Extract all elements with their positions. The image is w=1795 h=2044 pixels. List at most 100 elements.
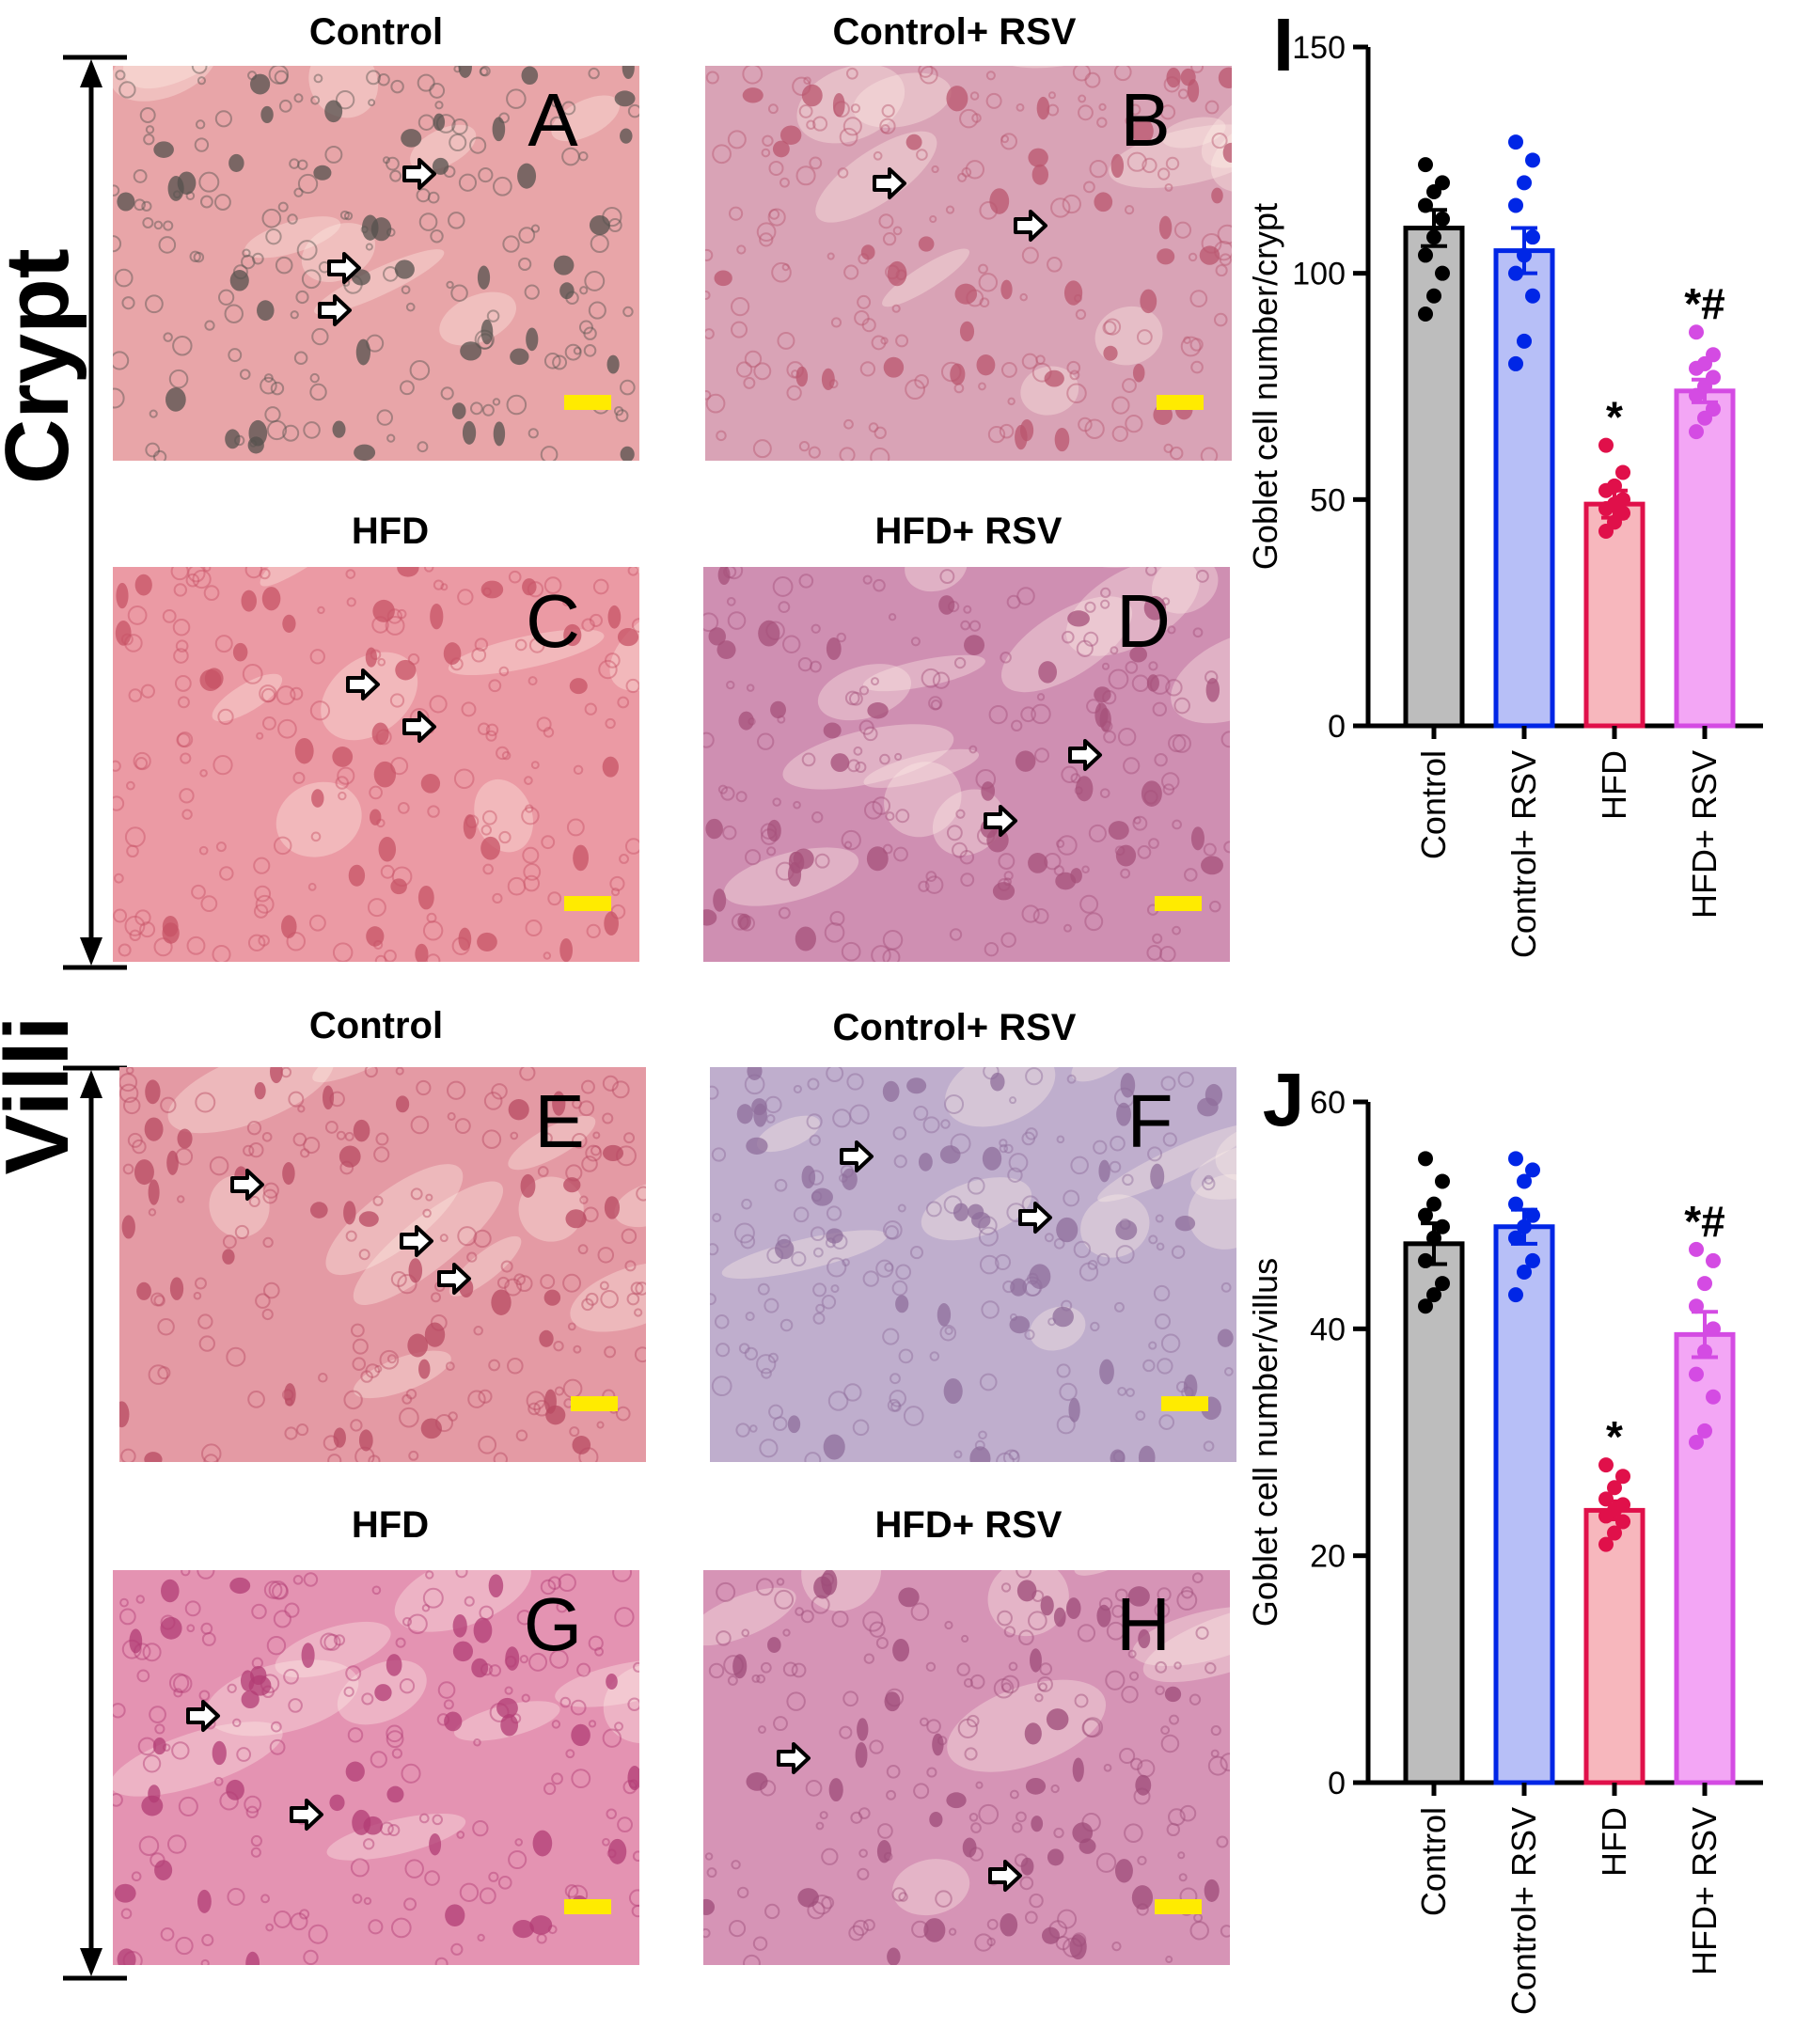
goblet-cell-arrow-icon xyxy=(400,1225,433,1257)
goblet-cell-arrow-icon xyxy=(402,711,436,743)
data-point xyxy=(1706,401,1721,417)
scale-bar xyxy=(571,1396,618,1411)
micrograph-h: H xyxy=(703,1570,1230,1965)
x-tick-label: HFD+ RSV xyxy=(1685,1807,1724,1975)
goblet-cell-arrow-icon xyxy=(437,1263,471,1295)
data-point xyxy=(1706,369,1721,385)
data-point xyxy=(1598,1536,1614,1552)
chart-letter-i: I xyxy=(1273,3,1294,86)
data-point xyxy=(1418,1252,1433,1268)
data-point xyxy=(1426,1230,1441,1246)
panel-letter-d: D xyxy=(1116,579,1171,663)
goblet-cell-arrow-icon xyxy=(318,294,352,326)
bar-control xyxy=(1403,1241,1465,1785)
scale-bar xyxy=(1155,1899,1202,1914)
data-point xyxy=(1508,1230,1523,1246)
significance-marker: *# xyxy=(1684,1197,1724,1246)
panel-e-title: Control xyxy=(308,1005,444,1046)
data-point xyxy=(1689,324,1704,340)
data-point xyxy=(1706,1321,1721,1337)
data-point xyxy=(1517,1265,1532,1280)
panel-letter-g: G xyxy=(524,1582,582,1666)
data-point xyxy=(1426,229,1441,245)
data-point xyxy=(1435,265,1450,281)
micrograph-d: D xyxy=(703,567,1230,962)
panel-a-title: Control xyxy=(308,11,444,53)
data-point xyxy=(1598,1457,1614,1473)
panel-letter-a: A xyxy=(527,78,578,162)
goblet-cell-arrow-icon xyxy=(840,1140,874,1172)
data-point xyxy=(1426,1287,1441,1303)
data-point xyxy=(1525,229,1540,245)
data-point xyxy=(1615,1469,1630,1485)
bar-hfd-rsv xyxy=(1674,1331,1736,1785)
micrograph-f: F xyxy=(710,1067,1236,1462)
panel-f-title: Control+ RSV xyxy=(832,1007,1077,1048)
significance-marker: * xyxy=(1606,1412,1623,1461)
data-point xyxy=(1706,347,1721,363)
scale-bar xyxy=(564,896,611,911)
data-point xyxy=(1697,1344,1712,1360)
data-point xyxy=(1435,1219,1450,1234)
panel-g-title: HFD xyxy=(351,1504,430,1546)
y-tick-label: 100 xyxy=(1292,257,1346,292)
data-point xyxy=(1435,175,1450,191)
crypt-range-arrow xyxy=(63,55,127,970)
x-tick-label: Control xyxy=(1414,750,1453,859)
data-point xyxy=(1697,1423,1712,1439)
data-point xyxy=(1689,424,1704,440)
data-point xyxy=(1598,437,1614,453)
bar-control-rsv xyxy=(1493,248,1555,729)
data-point xyxy=(1525,1207,1540,1223)
bar-hfd-rsv xyxy=(1674,388,1736,729)
chart-i: I 0 50 100 150 Goblet cell number/crypt Contro… xyxy=(1246,3,1763,958)
data-point xyxy=(1426,288,1441,304)
x-tick-label: HFD+ RSV xyxy=(1685,750,1724,919)
data-point xyxy=(1418,1151,1433,1167)
goblet-cell-arrow-icon xyxy=(402,158,436,190)
data-point xyxy=(1689,1435,1704,1450)
data-point xyxy=(1689,1241,1704,1257)
panel-h-title: HFD+ RSV xyxy=(874,1504,1063,1546)
bar-hfd xyxy=(1583,1507,1645,1785)
micrograph-e: E xyxy=(119,1067,646,1462)
panel-letter-b: B xyxy=(1120,78,1170,162)
data-point xyxy=(1525,288,1540,304)
villi-range-arrow xyxy=(63,1065,127,1981)
bar-control xyxy=(1403,226,1465,729)
bar-hfd xyxy=(1583,501,1645,729)
y-tick-label: 0 xyxy=(1328,1766,1346,1801)
data-point xyxy=(1508,134,1523,150)
x-tick-label: Control+ RSV xyxy=(1504,750,1543,958)
micrograph-a: A xyxy=(113,66,639,461)
data-point xyxy=(1418,306,1433,322)
panel-letter-h: H xyxy=(1116,1582,1171,1666)
scale-bar xyxy=(1155,896,1202,911)
x-tick-label: HFD xyxy=(1595,750,1633,820)
goblet-cell-arrow-icon xyxy=(186,1700,220,1732)
goblet-cell-arrow-icon xyxy=(777,1742,811,1774)
y-tick-label: 40 xyxy=(1310,1312,1346,1347)
data-point xyxy=(1525,1162,1540,1178)
x-tick-label: Control xyxy=(1414,1807,1453,1916)
data-point xyxy=(1508,197,1523,213)
data-point xyxy=(1525,1252,1540,1268)
panel-letter-c: C xyxy=(526,579,580,663)
data-point xyxy=(1525,152,1540,168)
data-point xyxy=(1697,1276,1712,1292)
y-axis-label: Goblet cell number/villus xyxy=(1246,1258,1284,1627)
data-point xyxy=(1418,247,1433,263)
data-point xyxy=(1508,1196,1523,1212)
data-point xyxy=(1615,1514,1630,1530)
data-point xyxy=(1426,1196,1441,1212)
micrograph-g: G xyxy=(113,1570,639,1965)
data-point xyxy=(1607,478,1622,494)
y-tick-label: 50 xyxy=(1310,482,1346,518)
data-point xyxy=(1418,157,1433,173)
y-tick-label: 150 xyxy=(1292,30,1346,66)
panel-letter-f: F xyxy=(1127,1079,1173,1163)
data-point xyxy=(1508,1287,1523,1303)
goblet-cell-arrow-icon xyxy=(346,668,380,700)
goblet-cell-arrow-icon xyxy=(1014,210,1047,242)
data-point xyxy=(1615,1497,1630,1513)
